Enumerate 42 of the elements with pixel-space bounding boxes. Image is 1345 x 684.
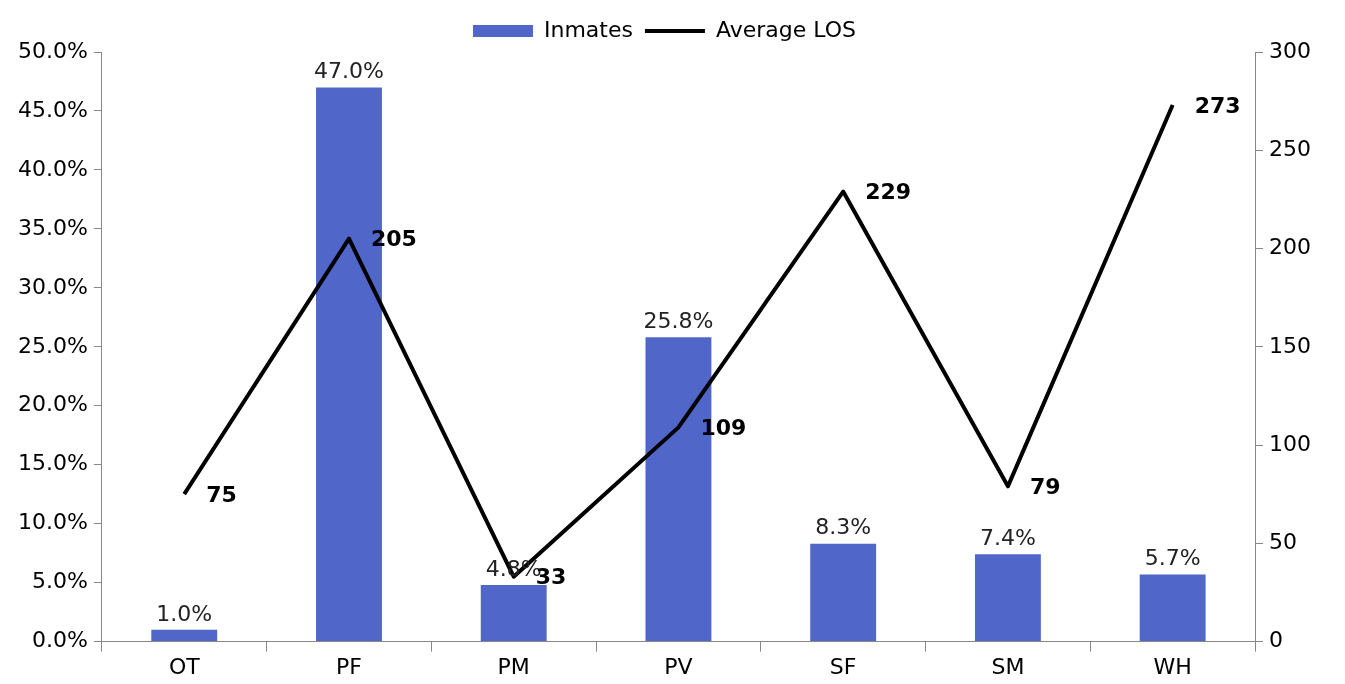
legend-label: Average LOS: [715, 16, 857, 42]
y-tick-label: 40.0%: [18, 155, 88, 181]
x-tick-label: PM: [497, 653, 530, 679]
y-tick-label: 5.0%: [31, 568, 88, 594]
y-tick-label: 10.0%: [18, 509, 88, 535]
bar: [1139, 574, 1206, 642]
x-tick-label: PV: [664, 653, 693, 679]
y-tick-label: 0.0%: [31, 627, 88, 653]
y2-tick-label: 100: [1269, 430, 1312, 456]
bar: [974, 554, 1041, 642]
x-tick-label: PF: [336, 653, 362, 679]
data-label: 7.4%: [979, 525, 1036, 551]
y-tick-label: 25.0%: [18, 332, 88, 358]
y2-tick-label: 0: [1269, 627, 1284, 653]
x-tick-label: WH: [1153, 653, 1192, 679]
data-label: 25.8%: [643, 308, 714, 334]
data-label: 47.0%: [314, 58, 384, 84]
x-tick-label: SM: [991, 653, 1025, 679]
y-tick-label: 35.0%: [18, 214, 88, 240]
x-tick-label: SF: [829, 653, 857, 679]
y2-tick-label: 150: [1269, 332, 1312, 358]
y2-tick-label: 200: [1269, 234, 1312, 260]
data-label: 8.3%: [815, 514, 872, 540]
y-tick-label: 20.0%: [18, 391, 88, 417]
y-tick-label: 45.0%: [18, 96, 88, 122]
legend-label: Inmates: [543, 16, 633, 42]
data-label: 273: [1194, 92, 1241, 118]
y2-tick-label: 50: [1269, 529, 1298, 555]
data-label: 1.0%: [156, 600, 213, 626]
bar: [151, 629, 218, 642]
x-tick-label: OT: [168, 653, 201, 679]
data-label: 229: [865, 179, 912, 205]
data-label: 75: [206, 481, 237, 507]
bar: [810, 543, 877, 642]
bar: [480, 585, 547, 642]
y2-tick-label: 300: [1269, 37, 1312, 63]
data-label: 5.7%: [1144, 545, 1201, 571]
y-tick-label: 15.0%: [18, 450, 88, 476]
y-tick-label: 50.0%: [18, 37, 88, 63]
y2-tick-label: 250: [1269, 135, 1312, 161]
data-label: 79: [1029, 474, 1061, 500]
y-tick-label: 30.0%: [18, 273, 88, 299]
